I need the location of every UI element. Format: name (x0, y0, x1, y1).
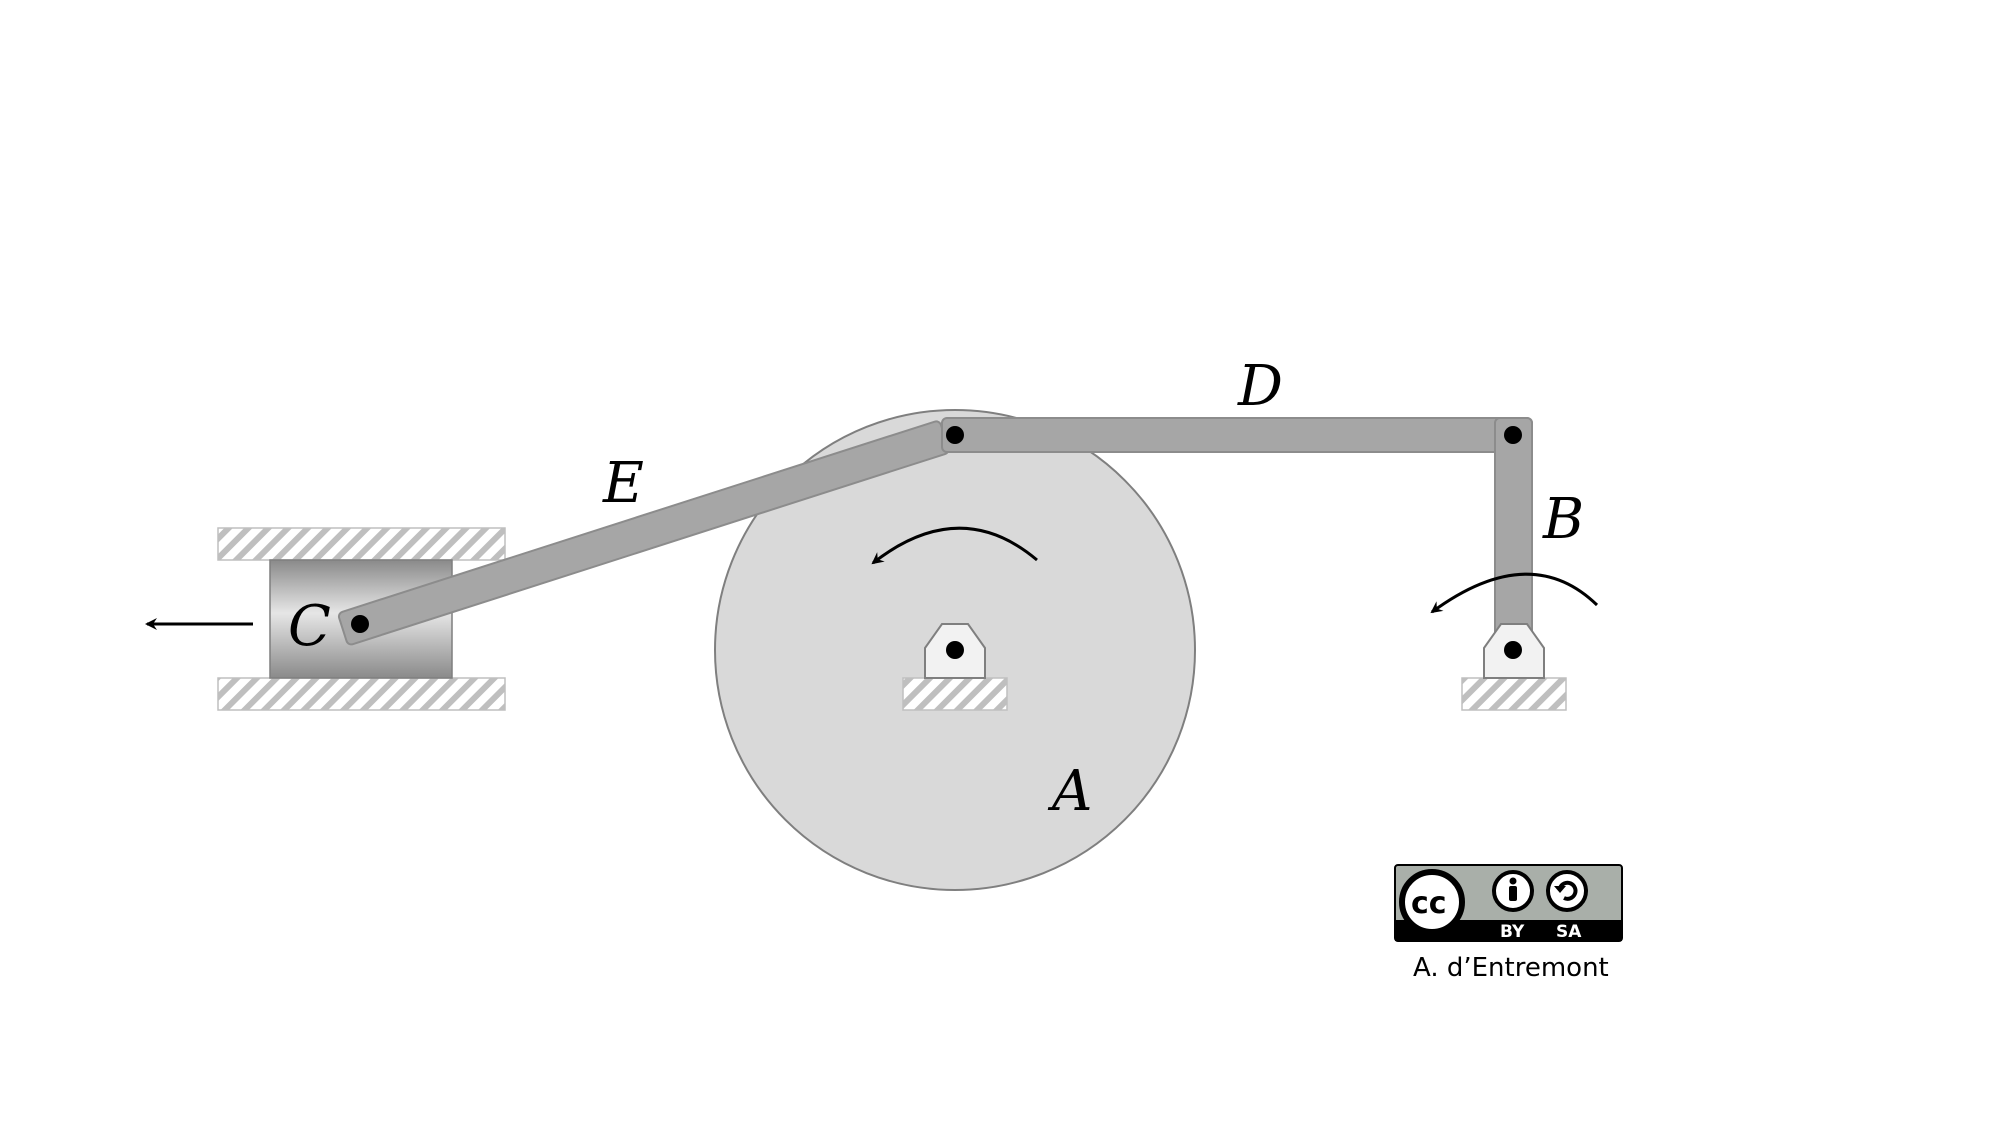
badge-sa: SA (1556, 922, 1582, 942)
label-d: D (1237, 354, 1283, 419)
crank-ground-hatch (1461, 677, 1567, 711)
label-e: E (602, 451, 644, 516)
pin-b-top (1504, 426, 1522, 444)
label-b: B (1542, 487, 1584, 552)
cc-logo-icon (1399, 869, 1465, 935)
cc-logo-text: cc (1411, 886, 1447, 921)
label-c: C (288, 594, 331, 659)
disc-pivot-pin (946, 641, 964, 659)
attribution-person-icon (1492, 870, 1534, 912)
author-credit: A. d’Entremont (1413, 953, 1609, 983)
badge-by: BY (1500, 922, 1525, 942)
disc-rotation-arrow (871, 526, 1038, 565)
pin-c (351, 615, 369, 633)
share-alike-icon (1546, 870, 1588, 912)
crank-rotation-arrow (1430, 572, 1599, 614)
pin-disc-rim (946, 426, 964, 444)
slider-top-guide (217, 527, 506, 561)
disc-ground-hatch (902, 677, 1008, 711)
link-b (1494, 417, 1533, 651)
slider-bottom-guide (217, 677, 506, 711)
license-badge: cc BY SA (1394, 864, 1623, 942)
label-a: A (1047, 759, 1092, 824)
link-d (941, 417, 1533, 453)
pin-b-ground (1504, 641, 1522, 659)
